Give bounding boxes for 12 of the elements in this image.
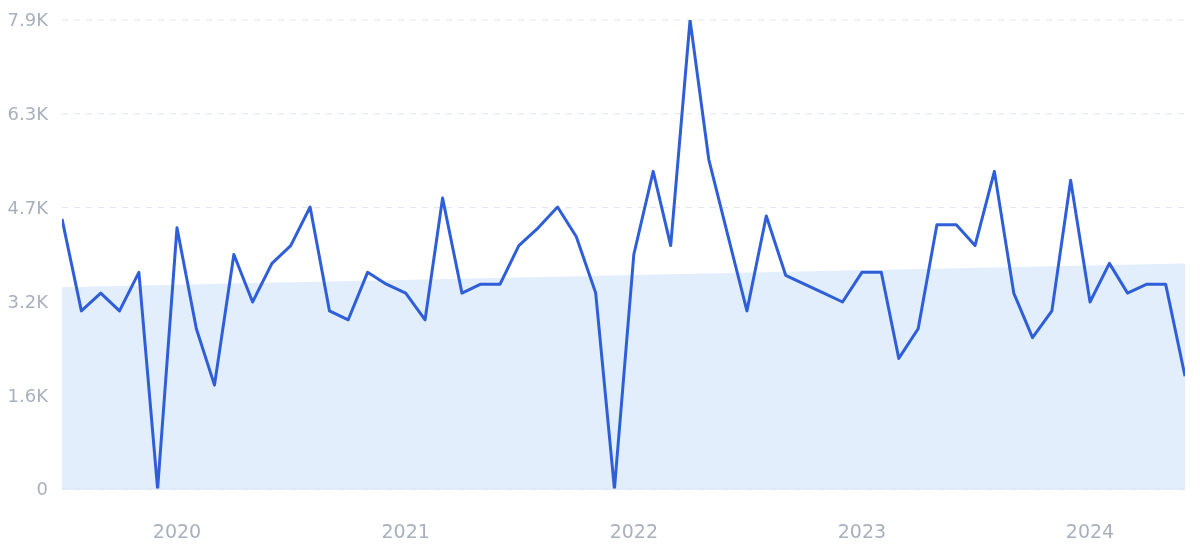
y-tick-label: 3.2K bbox=[7, 290, 50, 312]
x-tick-label: 2021 bbox=[381, 520, 430, 543]
x-tick-label: 2020 bbox=[152, 520, 202, 543]
x-tick-label: 2023 bbox=[837, 520, 887, 543]
y-tick-label: 1.6K bbox=[7, 384, 50, 406]
line-series bbox=[62, 20, 1185, 489]
x-tick-label: 2024 bbox=[1065, 520, 1115, 543]
x-tick-label: 2022 bbox=[609, 520, 658, 543]
y-tick-label: 4.7K bbox=[7, 196, 50, 218]
y-tick-label: 0 bbox=[36, 478, 48, 500]
y-tick-label: 6.3K bbox=[7, 103, 50, 125]
y-tick-label: 7.9K bbox=[7, 9, 50, 31]
